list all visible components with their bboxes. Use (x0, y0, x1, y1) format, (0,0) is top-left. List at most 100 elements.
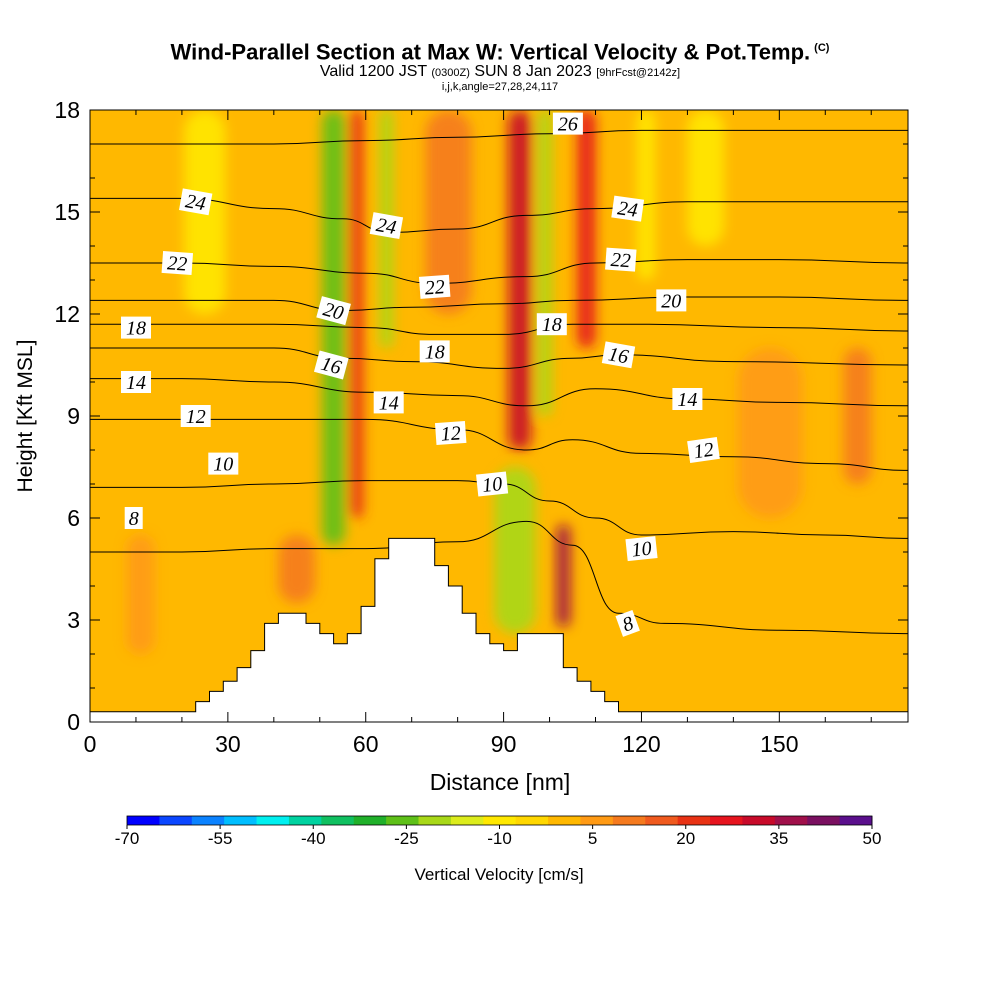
contour-label-group-15: 26 (552, 112, 583, 136)
colorbar-swatch-4 (256, 816, 290, 825)
colorbar-tick-label-5: 5 (588, 829, 597, 848)
contour-label-bg-13 (434, 420, 467, 446)
colorbar-swatch-16 (645, 816, 679, 825)
colorbar-tick-label-6: 20 (676, 829, 695, 848)
theta-contour-22 (90, 259, 908, 284)
contour-label-1: 22 (166, 252, 187, 275)
colorbar-swatch-20 (774, 816, 808, 825)
subtitle-date: SUN 8 Jan 2023 (474, 63, 592, 81)
y-tick-label-9: 9 (67, 403, 80, 429)
colorbar-swatch-19 (742, 816, 776, 825)
y-tick-label-6: 6 (67, 505, 80, 531)
velocity-feature-3 (538, 110, 552, 416)
contour-label-group-3: 14 (121, 371, 151, 394)
colorbar-tick-label-8: 50 (863, 829, 882, 848)
colorbar-swatch-9 (418, 816, 452, 825)
velocity-feature-12 (126, 535, 155, 654)
colorbar-tick-label-0: -70 (115, 829, 140, 848)
colorbar-swatch-22 (839, 816, 873, 825)
velocity-feature-10 (556, 524, 571, 627)
contour-label-group-14: 10 (476, 471, 509, 497)
contour-label-group-2: 18 (121, 316, 151, 340)
velocity-feature-2 (494, 467, 536, 634)
colorbar-tick-label-2: -40 (301, 829, 326, 848)
contour-label-group-7: 24 (369, 212, 404, 240)
contour-labels: 24 22 18 14 12 10 8 24 22 20 18 16 14 12 10 26 24 22 18 16 2… (121, 112, 720, 637)
contour-label-group-12: 14 (373, 391, 404, 414)
chart-subtitle: Valid 1200 JST (0300Z) SUN 8 Jan 2023 [9… (0, 64, 1000, 81)
velocity-feature-9 (577, 110, 596, 348)
contour-label-0: 24 (184, 190, 208, 215)
contour-label-group-13: 12 (434, 420, 467, 446)
contour-label-bg-1 (161, 250, 194, 276)
contour-label-23: 10 (631, 538, 653, 562)
colorbar-swatch-15 (612, 816, 646, 825)
velocity-feature-14 (843, 348, 872, 484)
theta-contour-8 (90, 520, 908, 635)
contour-label-22: 12 (692, 439, 715, 464)
contour-label-group-10: 18 (419, 340, 450, 363)
subtitle-forecast: [9hrFcst@2142z] (596, 67, 681, 80)
contour-label-20: 20 (661, 290, 681, 312)
contour-label-group-0: 24 (179, 188, 213, 216)
contour-label-bg-12 (373, 391, 404, 414)
contour-label-bg-19 (601, 341, 636, 369)
contour-label-bg-0 (179, 188, 213, 216)
colorbar-tick-label-3: -25 (394, 829, 419, 848)
contour-label-bg-7 (369, 212, 404, 240)
contour-label-10: 18 (425, 341, 445, 363)
contour-label-14: 10 (481, 473, 503, 497)
contour-label-19: 16 (607, 343, 631, 368)
x-tick-label-90: 90 (491, 731, 517, 757)
terrain (89, 537, 909, 723)
colorbar-swatch-13 (548, 816, 581, 825)
contour-label-bg-9 (316, 296, 351, 326)
colorbar-tick-label-7: 35 (769, 829, 788, 848)
y-tick-label-12: 12 (54, 301, 80, 327)
velocity-feature-15 (278, 535, 316, 603)
contour-label-16: 24 (616, 197, 639, 222)
theta-contour-16 (90, 347, 908, 369)
contour-label-4: 12 (186, 406, 206, 428)
contour-label-group-24: 8 (615, 609, 640, 637)
contour-label-group-1: 22 (161, 250, 194, 276)
contour-label-bg-17 (605, 247, 637, 272)
x-tick-label-60: 60 (353, 731, 379, 757)
colorbar-swatch-3 (224, 816, 258, 825)
contour-label-15: 26 (558, 114, 578, 136)
contour-label-13: 12 (440, 422, 461, 445)
x-tick-label-30: 30 (215, 731, 241, 757)
contour-label-bg-2 (121, 316, 151, 339)
colorbar-swatch-14 (580, 816, 614, 825)
contour-label-6: 8 (129, 508, 139, 530)
chart-info-line: i,j,k,angle=27,28,24,117 (441, 81, 559, 94)
contour-label-2: 18 (126, 318, 146, 340)
contour-label-8: 22 (424, 276, 445, 299)
colorbar-swatch-0 (127, 816, 160, 825)
colorbar-swatch-5 (288, 816, 322, 825)
colorbar-tick-label-1: -55 (208, 829, 233, 848)
x-tick-label-120: 120 (622, 731, 660, 757)
velocity-feature-7 (349, 110, 364, 518)
velocity-feature-13 (737, 348, 803, 518)
contour-label-group-11: 16 (313, 350, 349, 380)
contour-label-group-17: 22 (605, 247, 637, 272)
subtitle-utc: (0300Z) (431, 67, 470, 80)
theta-contour-14 (90, 378, 908, 407)
velocity-feature-4 (636, 110, 656, 280)
contour-label-bg-22 (687, 437, 720, 463)
contour-label-bg-18 (536, 313, 567, 336)
colorbar-swatch-17 (677, 816, 711, 825)
contour-label-group-22: 12 (687, 437, 720, 464)
theta-contour-24 (90, 197, 908, 233)
subtitle-valid: Valid 1200 JST (319, 63, 427, 81)
contour-label-bg-11 (313, 350, 349, 380)
colorbar-swatch-10 (450, 816, 484, 825)
contour-label-bg-24 (615, 609, 640, 637)
contour-label-bg-5 (208, 452, 239, 475)
y-axis-label: Height [Kft MSL] (14, 340, 37, 493)
colorbar-swatch-12 (515, 816, 549, 825)
theta-contours (90, 129, 908, 635)
contour-label-5: 10 (213, 454, 233, 476)
colorbar: -70 -55 -40 -25 -10 5 20 35 50 (115, 815, 882, 848)
